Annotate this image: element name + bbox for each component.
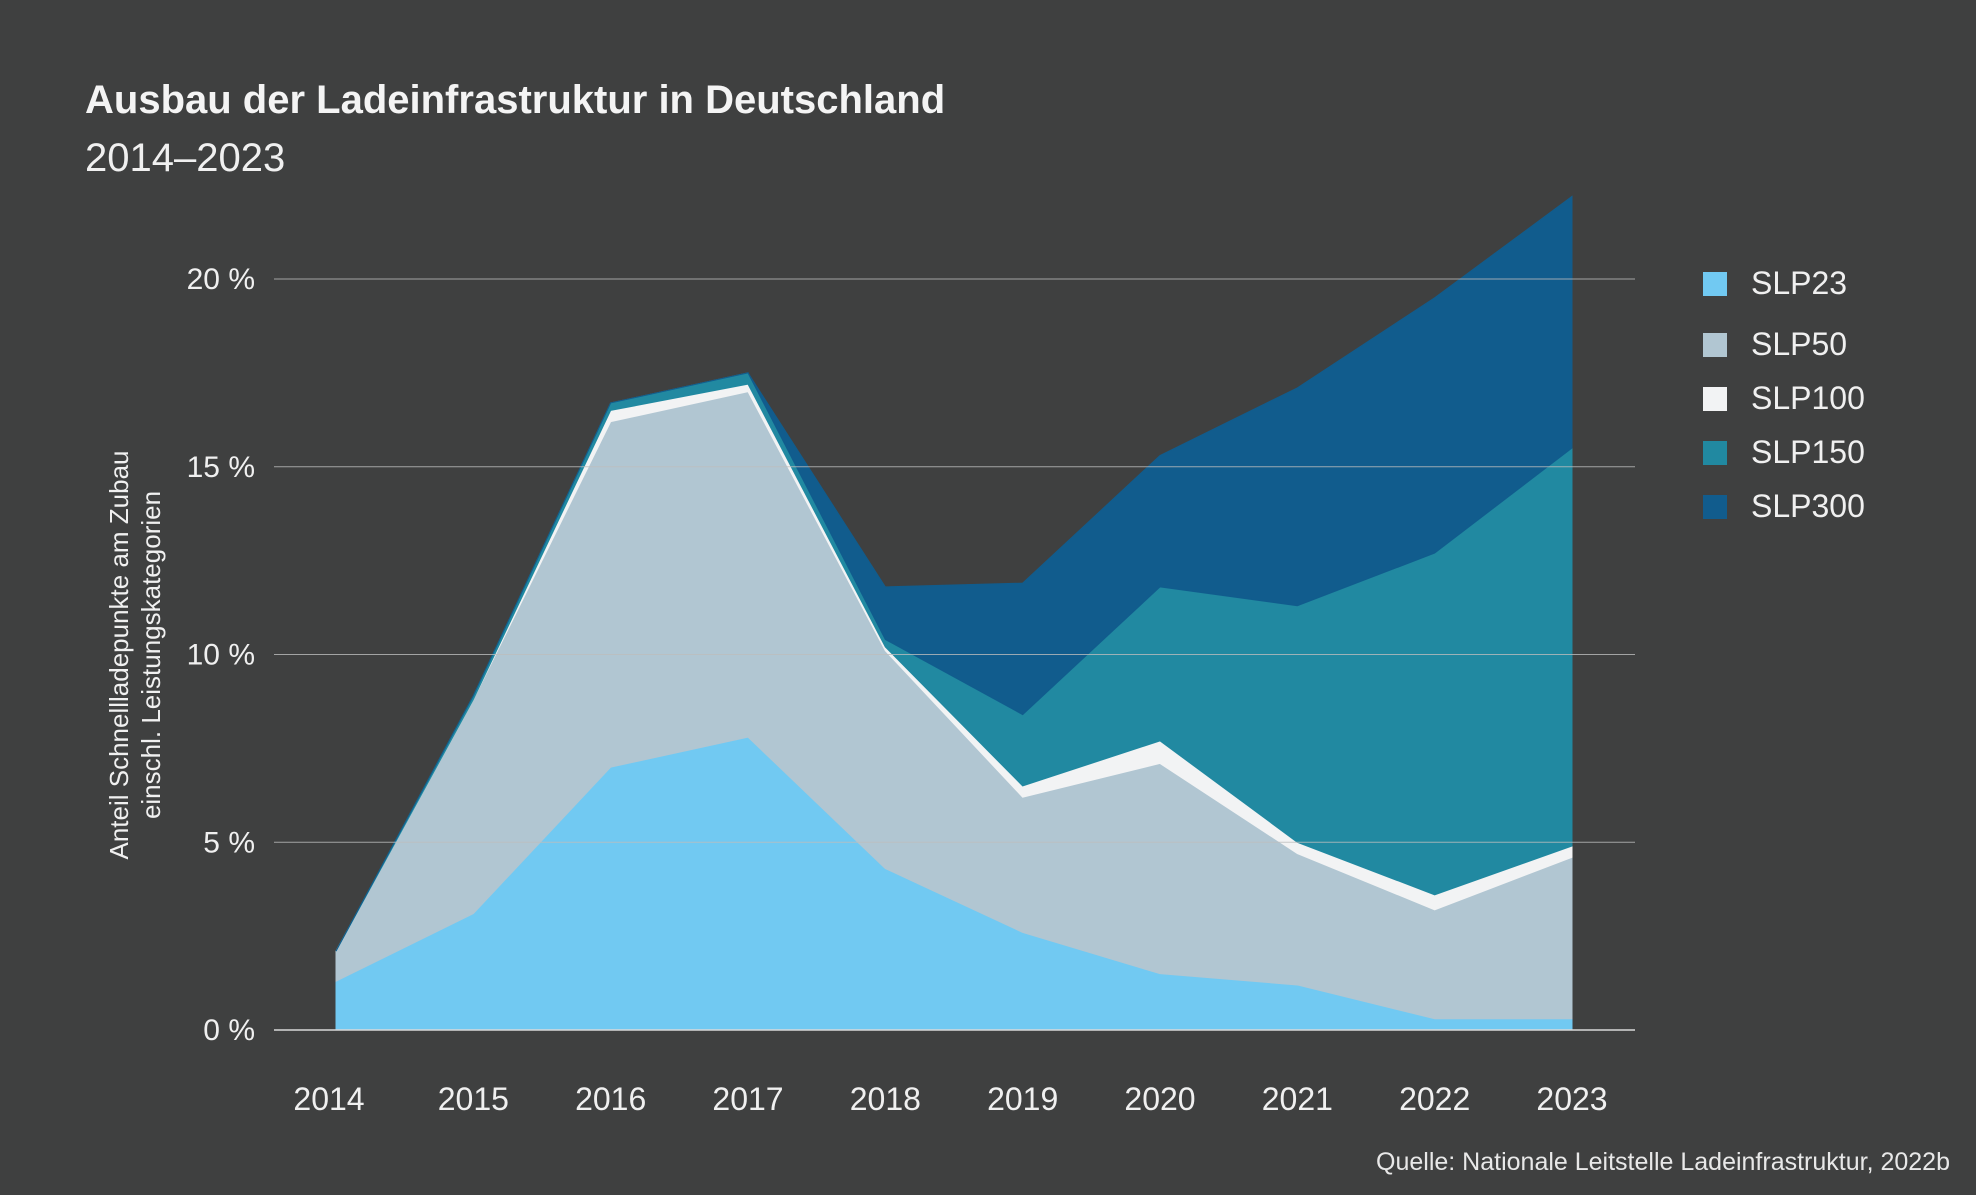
x-tick-label: 2019 [987,1081,1058,1117]
x-axis-ticks: 2014 2015 2016 2017 2018 2019 2020 2021 2022 2023 [293,1081,1607,1117]
x-tick-label: 2014 [293,1081,364,1117]
x-tick-label: 2021 [1262,1081,1333,1117]
x-tick-label: 2023 [1536,1081,1607,1117]
legend-item-slp300: SLP300 [1703,488,1865,525]
legend-item-slp50: SLP50 [1703,326,1847,363]
legend-label: SLP23 [1751,265,1848,301]
legend-label: SLP100 [1751,380,1865,416]
chart-title: Ausbau der Ladeinfrastruktur in Deutschl… [85,78,946,122]
legend-swatch [1703,494,1727,519]
legend-item-slp23: SLP23 [1703,265,1847,302]
legend-swatch [1703,271,1727,296]
x-tick-label: 2022 [1399,1081,1470,1117]
legend-swatch [1703,332,1727,357]
legend-label: SLP300 [1751,488,1865,524]
y-axis-ticks: 0 % 5 % 10 % 15 % 20 % [187,263,255,1047]
legend-label: SLP50 [1751,326,1848,362]
legend-label: SLP150 [1751,434,1865,470]
legend-item-slp100: SLP100 [1703,380,1865,417]
x-tick-label: 2020 [1124,1081,1195,1117]
y-tick-label: 5 % [203,826,255,859]
chart-subtitle: 2014–2023 [85,136,286,180]
legend-swatch [1703,386,1727,411]
y-tick-label: 15 % [187,451,255,484]
area-slp300 [335,195,1573,952]
series-areas [335,195,1573,1031]
x-tick-label: 2016 [575,1081,646,1117]
legend-item-slp150: SLP150 [1703,434,1865,471]
y-tick-label: 20 % [187,263,255,296]
gridlines [274,278,1635,1031]
legend-swatch [1703,440,1727,465]
y-tick-label: 10 % [187,639,255,672]
y-tick-label: 0 % [203,1014,255,1047]
source-note: Quelle: Nationale Leitstelle Ladeinfrast… [1376,1148,1950,1176]
x-tick-label: 2017 [712,1081,783,1117]
x-tick-label: 2018 [850,1081,921,1117]
x-tick-label: 2015 [438,1081,509,1117]
